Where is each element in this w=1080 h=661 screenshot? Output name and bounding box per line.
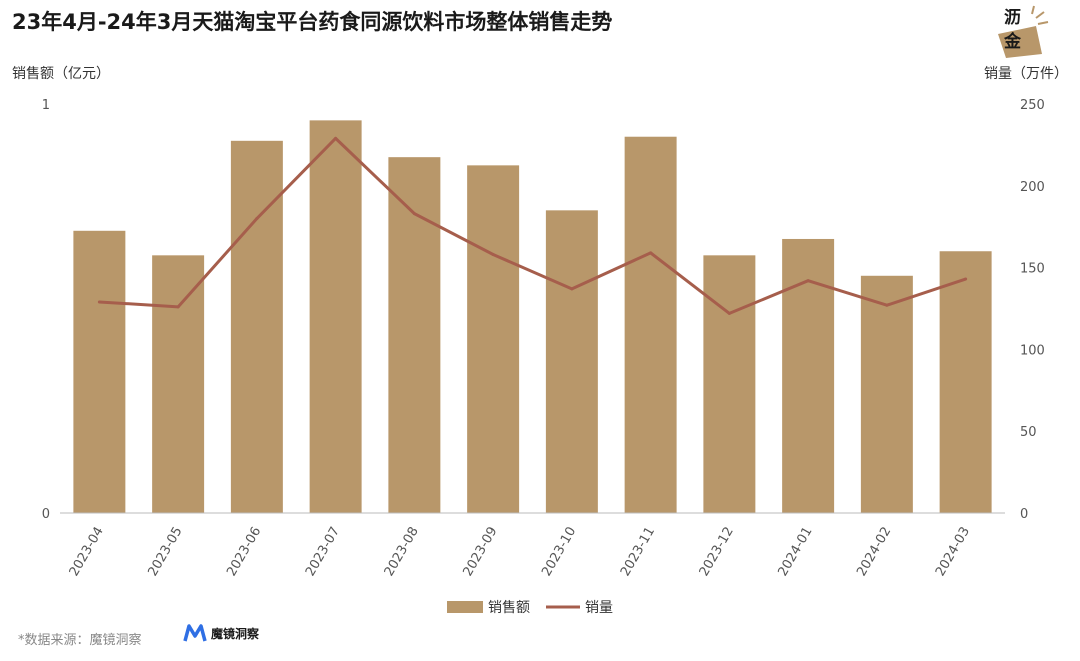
logo-char-2: 金: [1004, 32, 1021, 52]
line-point-2024-03: [964, 277, 968, 281]
m-logo-icon: [183, 624, 207, 642]
bar-2023-12: [703, 255, 756, 513]
x-tick-label: 2023-07: [303, 525, 343, 580]
x-tick-label: 2023-11: [618, 525, 658, 580]
legend-bar-swatch: [447, 601, 483, 613]
bar-2023-05: [152, 255, 205, 513]
bar-2023-09: [467, 165, 520, 513]
y-left-tick-label: 1: [42, 98, 50, 113]
line-point-2023-05: [176, 305, 180, 309]
y-right-tick-label: 200: [1020, 180, 1045, 195]
line-point-2023-08: [412, 212, 416, 216]
bar-2023-08: [388, 157, 441, 514]
bar-2024-03: [939, 251, 992, 514]
x-tick-label: 2023-10: [539, 525, 579, 580]
bar-2023-10: [545, 210, 598, 513]
lijin-logo: 沥 金: [992, 4, 1052, 60]
brand-logo: 魔镜洞察: [183, 624, 259, 642]
line-point-2023-12: [727, 311, 731, 315]
x-tick-label: 2023-04: [67, 525, 107, 580]
brand-name: 魔镜洞察: [211, 626, 260, 641]
y-right-tick-label: 100: [1020, 343, 1045, 358]
bar-2023-07: [309, 120, 362, 514]
y-right-tick-label: 50: [1020, 425, 1037, 440]
legend-line-label: 销量: [585, 600, 613, 616]
x-tick-label: 2023-12: [697, 525, 737, 580]
y-right-tick-label: 0: [1020, 507, 1028, 522]
line-point-2024-01: [806, 279, 810, 283]
bar-2023-06: [230, 140, 283, 513]
line-point-2024-02: [885, 303, 889, 307]
logo-rays-icon: [998, 5, 1049, 58]
x-tick-label: 2023-05: [145, 525, 185, 580]
y-right-tick-label: 150: [1020, 262, 1045, 277]
y-axis-left-label: 销售额（亿元）: [12, 66, 110, 82]
x-tick-label: 2024-01: [775, 525, 815, 580]
line-point-2023-06: [255, 217, 259, 221]
x-tick-label: 2023-09: [460, 525, 500, 580]
y-left-tick-label: 0: [42, 507, 50, 522]
x-tick-label: 2023-06: [224, 525, 264, 580]
line-point-2023-04: [97, 300, 101, 304]
bar-2023-04: [73, 230, 126, 514]
y-axis-right-label: 销量（万件）: [984, 66, 1068, 82]
line-point-2023-09: [491, 253, 495, 257]
logo-char-1: 沥: [1004, 8, 1021, 28]
line-series-销量: [99, 136, 967, 315]
bar-2024-02: [860, 275, 913, 513]
data-source: *数据来源：魔镜洞察: [18, 633, 142, 648]
x-tick-label: 2023-08: [382, 525, 422, 580]
legend-bar-label: 销售额: [488, 600, 530, 616]
line-point-2023-07: [334, 136, 338, 140]
x-tick-label: 2024-02: [854, 525, 894, 580]
x-tick-label: 2024-03: [933, 525, 973, 580]
line-point-2023-11: [649, 251, 653, 255]
y-right-tick-label: 250: [1020, 98, 1045, 113]
line-point-2023-10: [570, 287, 574, 291]
bar-2023-11: [624, 136, 677, 513]
chart-title: 23年4月-24年3月天猫淘宝平台药食同源饮料市场整体销售走势: [12, 10, 613, 34]
